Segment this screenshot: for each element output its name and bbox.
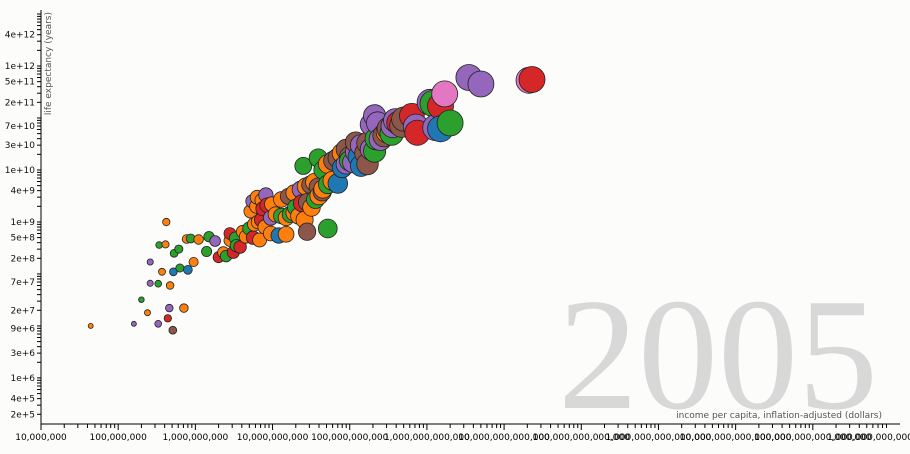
data-point — [201, 245, 213, 257]
x-axis-title: income per capita, inflation-adjusted (d… — [676, 411, 882, 421]
y-tick-label: 2e+5 — [10, 410, 35, 420]
data-point — [317, 218, 338, 239]
data-point — [233, 240, 247, 254]
data-point — [165, 303, 174, 313]
data-point — [161, 240, 170, 249]
x-tick-label: 100,000,000 — [90, 433, 148, 443]
x-tick-label: 1,000,000,000,000,000,000 — [827, 433, 910, 443]
y-tick-label: 4e+5 — [10, 395, 35, 405]
data-point — [146, 279, 154, 287]
data-point — [467, 70, 495, 98]
x-tick-label: 100,000,000,000,000 — [533, 433, 631, 443]
y-tick-label: 7e+10 — [5, 122, 36, 132]
y-tick-label: 3e+10 — [5, 141, 36, 151]
data-point — [146, 258, 154, 266]
data-point — [162, 217, 171, 227]
x-tick-label: 1,000,000,000 — [162, 433, 228, 443]
data-point — [188, 256, 199, 267]
data-point — [165, 281, 175, 290]
y-tick-label: 1e+12 — [5, 62, 35, 72]
y-tick-label: 2e+8 — [10, 254, 35, 264]
y-tick-label: 9e+6 — [10, 324, 35, 334]
data-point — [294, 156, 313, 175]
data-point — [297, 222, 317, 241]
data-point — [163, 314, 172, 323]
data-point — [168, 325, 178, 335]
year-label: 2005 — [558, 265, 878, 443]
data-point — [179, 303, 189, 313]
data-point — [209, 235, 221, 247]
data-point — [436, 109, 464, 137]
data-point — [158, 267, 166, 276]
y-tick-label: 4e+9 — [10, 187, 35, 197]
data-point — [183, 264, 193, 275]
data-point — [138, 296, 145, 303]
y-tick-label: 7e+7 — [10, 278, 35, 288]
x-tick-label: 10,000,000,000 — [237, 433, 309, 443]
y-tick-label: 1e+10 — [5, 166, 36, 176]
y-tick-label: 5e+8 — [10, 234, 35, 244]
y-tick-label: 1e+6 — [10, 374, 35, 384]
y-tick-label: 3e+6 — [10, 349, 35, 359]
data-point — [193, 234, 204, 245]
x-tick-label: 1,000,000,000,000,000 — [605, 433, 711, 443]
data-point — [154, 279, 163, 288]
data-point — [169, 267, 178, 277]
x-tick-label: 10,000,000,000,000 — [458, 433, 550, 443]
data-point — [431, 80, 459, 108]
y-tick-label: 2e+11 — [5, 98, 35, 108]
x-axis: 10,000,000 100,000,000 1,000,000,000 10,000… — [15, 423, 910, 443]
y-axis-title: life expectancy (years) — [44, 12, 54, 115]
data-point — [518, 66, 546, 93]
data-point — [144, 309, 151, 317]
x-tick-label: 10,000,000,000,000,000 — [680, 433, 792, 443]
x-tick-label: 1,000,000,000,000 — [384, 433, 470, 443]
y-tick-label: 1e+9 — [10, 218, 35, 228]
data-point — [175, 263, 185, 273]
data-point — [130, 320, 137, 327]
data-point — [154, 319, 163, 328]
y-axis: 2e+5 4e+5 1e+6 3e+6 9e+6 2e+7 7e+7 2e+8 5e+8 1e+9… — [5, 10, 42, 424]
y-tick-label: 4e+12 — [5, 31, 35, 41]
y-tick-label: 2e+7 — [10, 306, 35, 316]
x-tick-label: 100,000,000,000 — [311, 433, 389, 443]
data-point — [87, 322, 94, 329]
points-layer — [87, 64, 546, 335]
x-tick-label: 100,000,000,000,000,000 — [754, 433, 872, 443]
x-tick-label: 10,000,000 — [15, 433, 67, 443]
data-point — [277, 226, 295, 243]
y-tick-label: 5e+11 — [5, 78, 35, 88]
data-point — [174, 244, 184, 254]
